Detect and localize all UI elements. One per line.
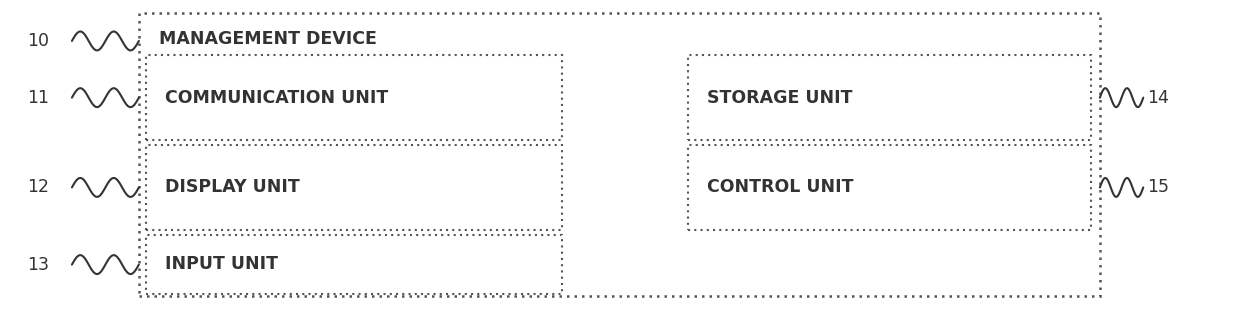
- Text: 14: 14: [1147, 89, 1169, 107]
- Text: 12: 12: [27, 178, 50, 197]
- Text: 10: 10: [27, 32, 50, 50]
- Text: 11: 11: [27, 89, 50, 107]
- Text: INPUT UNIT: INPUT UNIT: [165, 255, 278, 273]
- Text: STORAGE UNIT: STORAGE UNIT: [707, 89, 852, 107]
- Bar: [139, 13, 1100, 296]
- Text: MANAGEMENT DEVICE: MANAGEMENT DEVICE: [159, 30, 377, 49]
- Bar: [146, 235, 562, 294]
- Text: DISPLAY UNIT: DISPLAY UNIT: [165, 178, 300, 197]
- Text: 13: 13: [27, 255, 50, 274]
- Bar: [688, 145, 1091, 230]
- Text: CONTROL UNIT: CONTROL UNIT: [707, 178, 853, 197]
- Bar: [146, 55, 562, 140]
- Bar: [146, 145, 562, 230]
- Text: COMMUNICATION UNIT: COMMUNICATION UNIT: [165, 89, 388, 107]
- Bar: [688, 55, 1091, 140]
- Text: 15: 15: [1147, 178, 1169, 197]
